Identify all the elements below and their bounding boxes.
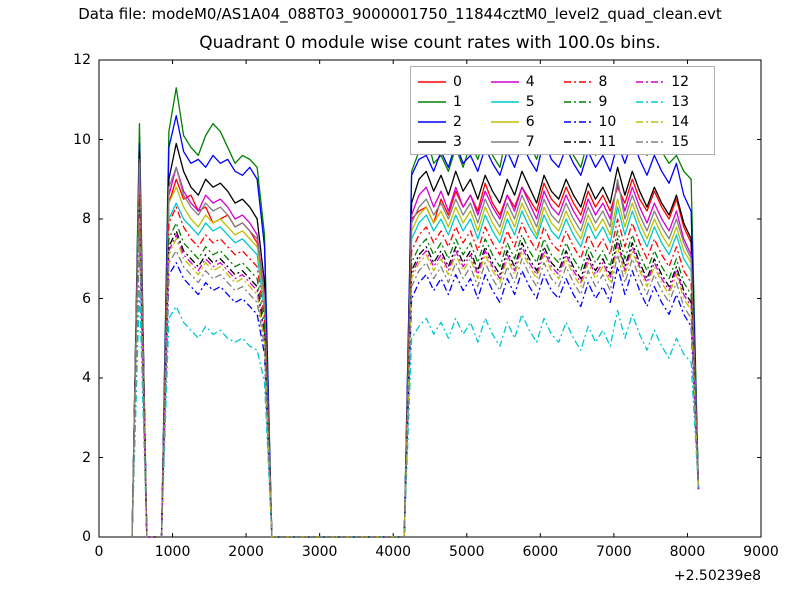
legend-entry-0[interactable]: 0 bbox=[417, 72, 490, 92]
series-line-4 bbox=[131, 158, 700, 538]
legend-swatch-14 bbox=[636, 121, 665, 123]
x-tick-label: 0 bbox=[94, 544, 104, 560]
legend-swatch-9 bbox=[563, 101, 592, 103]
legend-entry-1[interactable]: 1 bbox=[417, 92, 490, 112]
series-line-9 bbox=[131, 202, 700, 538]
legend-entries: 0 4 8 12 1 5 9 13 2 6 10 14 3 7 11 15 bbox=[417, 72, 708, 152]
legend-swatch-2 bbox=[418, 121, 446, 123]
y-axis-tick-labels: 0 2 4 6 8 10 12 bbox=[51, 0, 91, 600]
legend-entry-11[interactable]: 11 bbox=[563, 132, 636, 152]
legend-swatch-11 bbox=[563, 141, 592, 143]
legend-entry-14[interactable]: 14 bbox=[635, 112, 708, 132]
y-tick-label: 8 bbox=[82, 211, 91, 227]
legend-entry-3[interactable]: 3 bbox=[417, 132, 490, 152]
legend-swatch-10 bbox=[563, 121, 592, 123]
series-line-15 bbox=[131, 226, 700, 538]
legend-label-12: 12 bbox=[671, 74, 690, 90]
legend-swatch-3 bbox=[418, 141, 446, 143]
legend-entry-9[interactable]: 9 bbox=[563, 92, 636, 112]
x-tick-label: 2000 bbox=[228, 544, 264, 560]
legend-swatch-5 bbox=[490, 101, 519, 103]
legend-label-5: 5 bbox=[525, 94, 535, 110]
x-tick-label: 9000 bbox=[743, 544, 779, 560]
y-tick-label: 10 bbox=[73, 131, 91, 148]
series-line-8 bbox=[131, 194, 700, 538]
legend-entry-6[interactable]: 6 bbox=[490, 112, 563, 132]
x-tick-label: 5000 bbox=[448, 544, 485, 560]
legend-swatch-7 bbox=[490, 141, 519, 143]
x-tick-label: 8000 bbox=[669, 544, 706, 560]
x-tick-label: 7000 bbox=[596, 544, 632, 560]
legend-swatch-12 bbox=[636, 81, 665, 83]
legend-label-2: 2 bbox=[453, 114, 462, 130]
legend-entry-8[interactable]: 8 bbox=[563, 72, 636, 92]
legend-entry-12[interactable]: 12 bbox=[635, 72, 708, 92]
series-line-5 bbox=[131, 178, 700, 538]
series-lines bbox=[131, 87, 700, 538]
series-line-11 bbox=[131, 210, 700, 538]
legend-entry-15[interactable]: 15 bbox=[635, 132, 708, 152]
axis-ticks bbox=[98, 59, 762, 538]
legend-swatch-8 bbox=[563, 81, 592, 83]
y-tick-label: 4 bbox=[82, 370, 91, 386]
legend-label-15: 15 bbox=[671, 134, 690, 150]
legend-swatch-6 bbox=[490, 121, 519, 123]
legend-entry-5[interactable]: 5 bbox=[490, 92, 563, 112]
legend-label-7: 7 bbox=[525, 134, 535, 150]
legend-label-1: 1 bbox=[453, 94, 462, 110]
legend-entry-7[interactable]: 7 bbox=[490, 132, 563, 152]
legend-label-11: 11 bbox=[598, 134, 617, 150]
series-line-13 bbox=[131, 285, 700, 538]
x-tick-label: 1000 bbox=[154, 544, 191, 560]
x-axis-offset-label: +2.50239e8 bbox=[673, 568, 761, 584]
legend-label-4: 4 bbox=[525, 74, 535, 90]
x-axis-tick-labels: 0 1000 2000 3000 4000 5000 6000 7000 8000 9000 bbox=[0, 545, 800, 565]
legend-entry-4[interactable]: 4 bbox=[490, 72, 563, 92]
series-line-10 bbox=[131, 234, 700, 538]
legend-label-13: 13 bbox=[671, 94, 690, 110]
series-line-2 bbox=[131, 115, 700, 538]
legend-swatch-4 bbox=[490, 81, 519, 83]
legend-swatch-0 bbox=[418, 81, 446, 83]
legend-label-14: 14 bbox=[671, 114, 690, 130]
legend-label-0: 0 bbox=[453, 74, 462, 90]
x-tick-label: 4000 bbox=[375, 544, 412, 560]
series-line-7 bbox=[131, 162, 700, 538]
legend-entry-10[interactable]: 10 bbox=[563, 112, 636, 132]
legend-swatch-1 bbox=[418, 101, 446, 103]
legend-label-6: 6 bbox=[525, 114, 535, 130]
series-line-1 bbox=[131, 87, 700, 538]
legend-entry-13[interactable]: 13 bbox=[635, 92, 708, 112]
data-file-suptitle: Data file: modeM0/AS1A04_088T03_90000017… bbox=[78, 5, 722, 23]
series-line-14 bbox=[131, 218, 700, 538]
y-tick-label: 6 bbox=[82, 290, 91, 307]
series-line-6 bbox=[131, 170, 700, 538]
chart-title: Quadrant 0 module wise count rates with … bbox=[199, 33, 661, 53]
y-tick-label: 12 bbox=[73, 52, 91, 68]
legend-entry-2[interactable]: 2 bbox=[417, 112, 490, 132]
series-line-3 bbox=[131, 142, 700, 538]
legend-label-10: 10 bbox=[598, 114, 617, 130]
y-tick-label: 0 bbox=[82, 529, 91, 545]
legend-label-3: 3 bbox=[453, 134, 462, 150]
series-line-12 bbox=[131, 214, 700, 538]
legend-swatch-13 bbox=[636, 101, 665, 103]
x-tick-label: 6000 bbox=[522, 544, 559, 560]
legend-swatch-15 bbox=[636, 141, 665, 143]
series-line-0 bbox=[131, 134, 700, 538]
legend-label-8: 8 bbox=[598, 74, 608, 90]
legend-label-9: 9 bbox=[598, 94, 608, 110]
y-tick-label: 2 bbox=[82, 449, 91, 466]
x-tick-label: 3000 bbox=[301, 544, 338, 560]
legend-box[interactable]: 0 4 8 12 1 5 9 13 2 6 10 14 3 7 11 15 bbox=[410, 66, 715, 155]
